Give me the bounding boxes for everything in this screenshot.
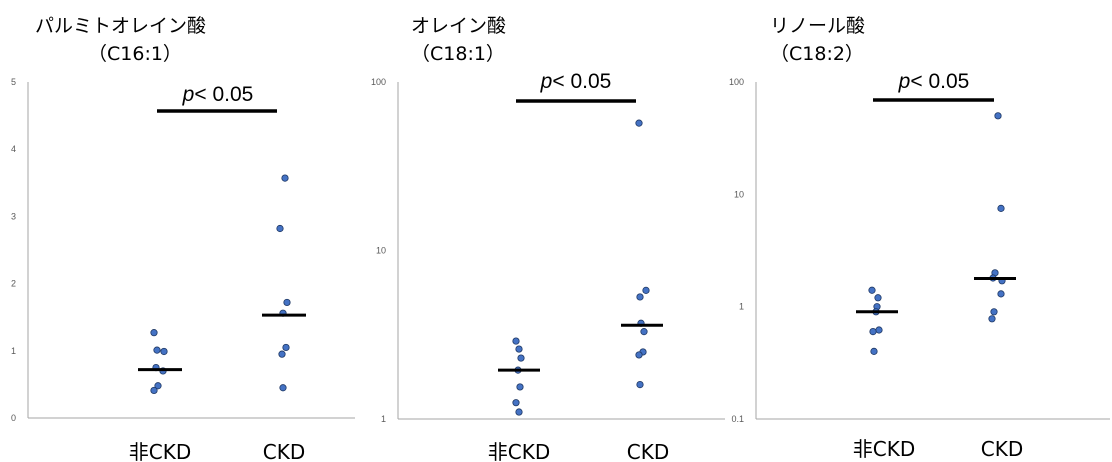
data-point <box>997 204 1005 212</box>
category-label-non-ckd: 非CKD <box>488 440 550 462</box>
panel-palmitoleic: パルミトオレイン酸 （C16:1） 非CKD CKD p< 0.05 0 1 2 3 4… <box>11 15 355 462</box>
data-point <box>276 224 284 233</box>
panel-title: パルミトオレイン酸 <box>35 15 206 37</box>
data-point <box>279 384 287 392</box>
significance-label: p< 0.05 <box>540 70 612 93</box>
data-point <box>875 326 883 334</box>
data-point <box>154 382 162 390</box>
significance-label: p< 0.05 <box>898 70 970 93</box>
data-point <box>874 294 882 302</box>
panel-subtitle: （C16:1） <box>88 43 182 65</box>
y-tick-label: 0.1 <box>731 414 744 424</box>
panel-title: オレイン酸 <box>411 15 506 37</box>
data-point <box>515 345 523 353</box>
data-point <box>870 347 878 355</box>
data-point <box>640 328 648 336</box>
panel-subtitle: （C18:2） <box>770 43 864 65</box>
data-point <box>517 354 525 362</box>
data-point <box>160 347 168 356</box>
data-point <box>635 119 643 127</box>
data-point <box>635 351 643 359</box>
data-point <box>636 293 644 301</box>
data-point <box>516 383 524 391</box>
y-tick-label: 1 <box>11 346 16 356</box>
data-point <box>281 174 289 182</box>
y-tick-label: 3 <box>11 211 16 221</box>
data-point <box>278 350 286 358</box>
y-tick-label: 5 <box>11 77 16 87</box>
y-tick-label: 0 <box>11 413 16 423</box>
data-point <box>988 315 996 323</box>
y-tick-label: 100 <box>371 77 386 87</box>
y-tick-label: 4 <box>11 144 16 154</box>
category-label-ckd: CKD <box>627 440 669 462</box>
data-point <box>642 286 650 294</box>
panel-oleic: オレイン酸 （C18:1） 非CKD CKD p< 0.05 1 10 100 <box>371 15 725 462</box>
panel-subtitle: （C18:1） <box>411 43 505 65</box>
y-tick-label: 10 <box>734 189 744 199</box>
data-point <box>512 399 520 407</box>
significance-label: p< 0.05 <box>182 83 254 106</box>
data-point <box>512 337 520 345</box>
y-tick-label: 10 <box>376 246 386 256</box>
data-point <box>150 329 158 337</box>
data-point <box>636 381 644 389</box>
data-point <box>990 308 998 316</box>
data-point <box>282 343 290 352</box>
category-label-non-ckd: 非CKD <box>129 440 191 462</box>
data-point <box>869 327 877 336</box>
data-point <box>283 298 291 307</box>
y-tick-label: 1 <box>381 414 386 424</box>
y-tick-label: 100 <box>729 77 744 87</box>
data-point <box>868 286 876 294</box>
data-point <box>515 408 523 416</box>
y-tick-label: 2 <box>11 279 16 289</box>
y-tick-label: 1 <box>739 302 744 312</box>
data-point <box>153 346 161 354</box>
panel-title: リノール酸 <box>770 15 865 37</box>
data-point <box>150 386 158 395</box>
data-point <box>994 112 1002 120</box>
category-label-ckd: CKD <box>981 437 1023 461</box>
data-point <box>997 290 1005 298</box>
category-label-ckd: CKD <box>263 440 305 462</box>
category-label-non-ckd: 非CKD <box>853 437 915 461</box>
panel-linoleic: リノール酸 （C18:2） 非CKD CKD p< 0.05 0.1 1 10 100 <box>729 15 1110 461</box>
